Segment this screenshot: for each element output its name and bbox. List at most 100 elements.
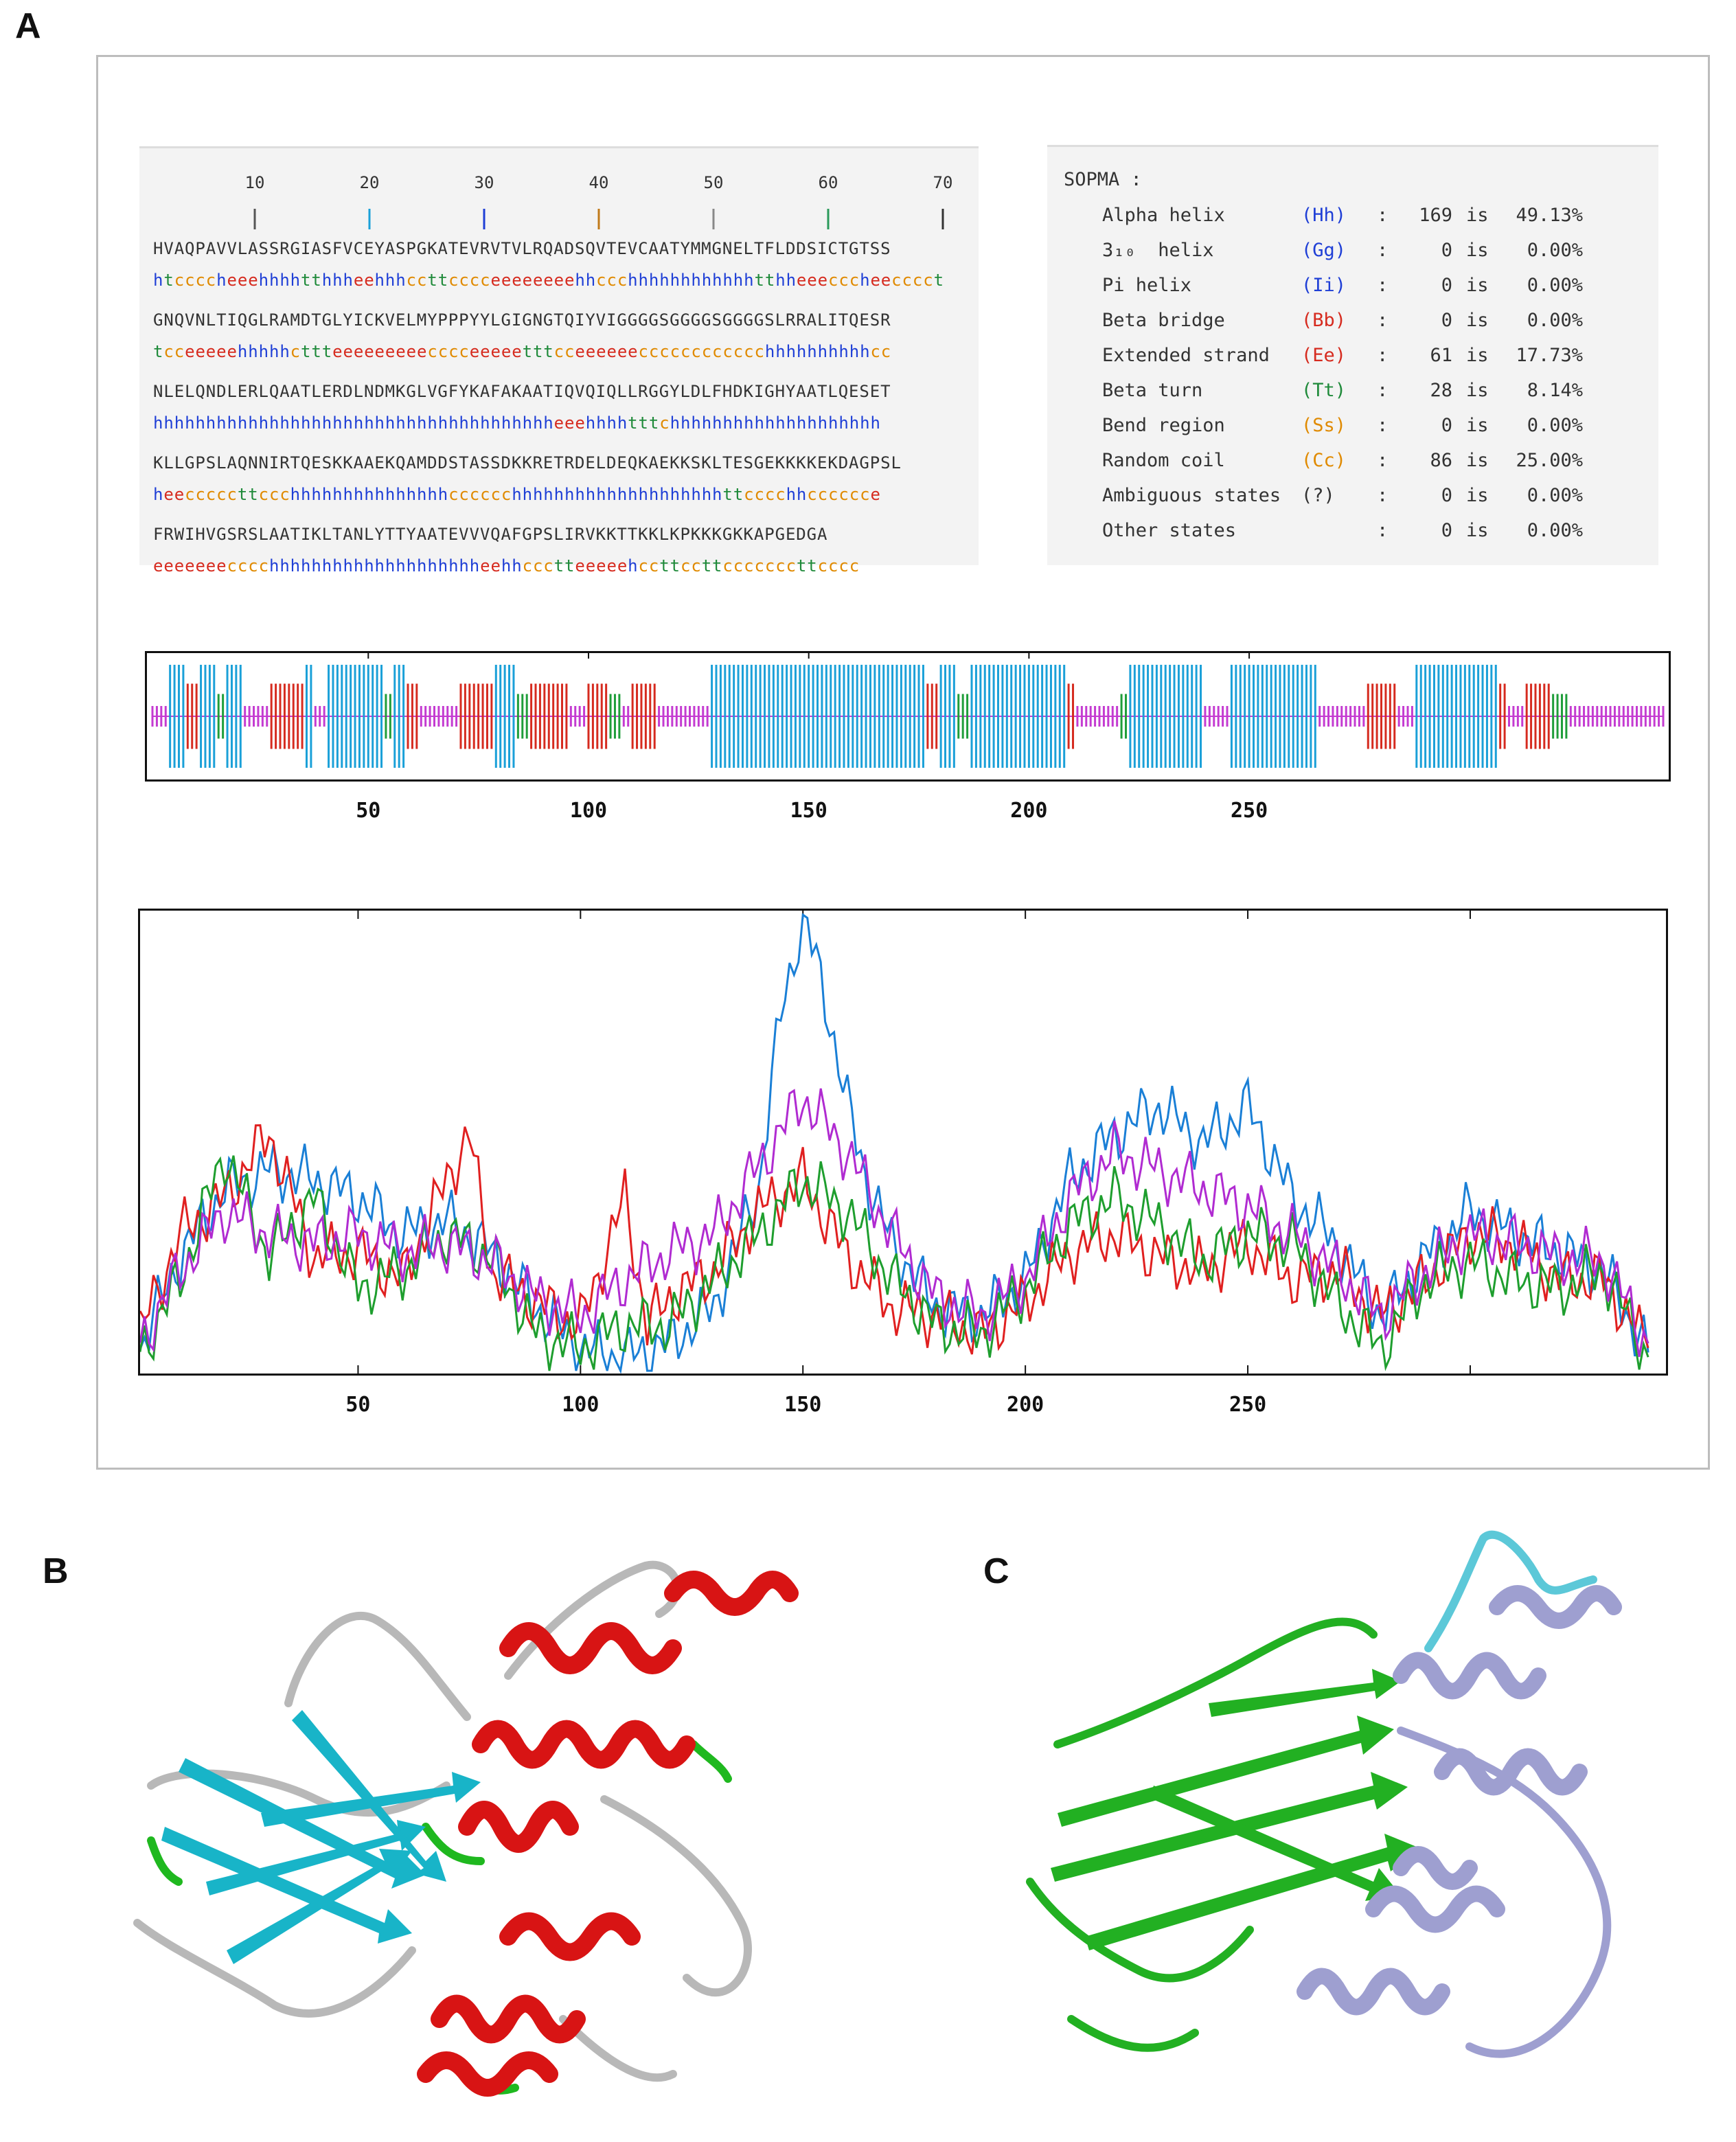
sopma-count: 0	[1441, 415, 1452, 436]
sopma-is: is	[1466, 310, 1489, 331]
alpha-helix-coil	[417, 2051, 558, 2097]
sopma-is: is	[1466, 520, 1489, 541]
secondary-structure-profile-plot	[138, 909, 1668, 1376]
sopma-name: Ambiguous states	[1102, 485, 1281, 506]
sopma-count: 86	[1430, 450, 1452, 471]
sopma-summary-panel: SOPMA : Alpha helix (Hh): 169 is 49.13% 3₁₀ h…	[1047, 145, 1658, 565]
panel-a-frame: 10 20 30 40 50 60 70 HVAQPAVVLASSRGIASFVCEYASP…	[96, 55, 1710, 1470]
sequence-aa-line: GNQVNLTIQGLRAMDTGLYICKVELMYPPPYYLGIGNGTQ…	[153, 310, 891, 330]
beta-strand-arrow	[1058, 1716, 1394, 1827]
sopma-name: Extended strand	[1102, 345, 1270, 366]
turn-segment	[422, 1823, 485, 1865]
sopma-is: is	[1466, 415, 1489, 436]
sopma-pct: 0.00%	[1527, 275, 1583, 296]
sopma-name: Bend region	[1102, 415, 1225, 436]
alpha-helix-coil	[499, 1622, 682, 1674]
ruler-label: 50	[704, 173, 724, 192]
sopma-colon: :	[1377, 240, 1389, 261]
alpha-helix-coil	[472, 1720, 696, 1769]
domain1-loop	[1026, 1878, 1254, 1983]
turn-segment	[689, 1740, 732, 1783]
plot-svg	[139, 911, 1649, 1374]
sopma-name: Beta bridge	[1102, 310, 1225, 331]
sopma-count: 0	[1441, 275, 1452, 296]
alpha-helices	[417, 1571, 799, 2097]
sequence-ss-line: tcceeeeehhhhhcttteeeeeeeeecccceeeeetttcc…	[153, 342, 892, 361]
ruler-label: 30	[475, 173, 494, 192]
plot-tick-label: 150	[784, 1393, 822, 1417]
sequence-aa-line: FRWIHVGSRSLAATIKLTANLYTTYAATEVVVQAFGPSLI…	[153, 525, 828, 544]
beta-strand-arrow	[161, 1827, 412, 1944]
plot-tick-label: 250	[1229, 1393, 1267, 1417]
sopma-pct: 17.73%	[1516, 345, 1583, 366]
ruler-label: 60	[819, 173, 838, 192]
sequence-ruler: 10 20 30 40 50 60 70	[245, 173, 953, 229]
plot-series-helix	[139, 913, 1649, 1374]
sopma-is: is	[1466, 275, 1489, 296]
panel-label-c: C	[983, 1551, 1009, 1591]
domain2-loop	[1397, 1727, 1612, 2058]
sopma-is: is	[1466, 205, 1489, 226]
sequence-ss-line: eeeeeeecccchhhhhhhhhhhhhhhhhhhheehhccctt…	[153, 556, 860, 576]
sequence-ss-line: htccccheeehhhhtthhheehhhccttcccceeeeeeee…	[153, 271, 944, 290]
panel-b-ribbon-structure	[133, 1560, 799, 2097]
sopma-pct: 49.13%	[1516, 205, 1583, 226]
sopma-colon: :	[1377, 310, 1389, 331]
track-tick-label: 200	[1010, 799, 1048, 823]
plot-tick-label: 50	[345, 1393, 371, 1417]
alpha-helix-coil	[431, 1994, 586, 2044]
plot-tick-label: 200	[1007, 1393, 1044, 1417]
beta-strand-arrow	[1209, 1669, 1401, 1717]
plot-series-coil	[139, 1088, 1649, 1357]
track-tick-label: 100	[569, 799, 608, 823]
alpha-helix-coil	[1489, 1585, 1622, 1629]
sopma-name: Pi helix	[1102, 275, 1192, 296]
sopma-pct: 0.00%	[1527, 520, 1583, 541]
panel-label-b: B	[43, 1551, 69, 1591]
ruler-label: 70	[933, 173, 953, 192]
sequence-aa-line: NLELQNDLERLQAATLERDLNDMKGLVGFYKAFAKAATIQ…	[153, 382, 891, 401]
track-tick-label: 50	[356, 799, 381, 823]
sopma-count: 0	[1441, 485, 1452, 506]
sequence-ss-line: hhhhhhhhhhhhhhhhhhhhhhhhhhhhhhhhhhhhhhee…	[153, 413, 881, 433]
beta-strands	[161, 1710, 481, 1964]
domain2-helices	[1297, 1585, 1622, 2016]
sopma-count: 0	[1441, 310, 1452, 331]
sopma-colon: :	[1377, 415, 1389, 436]
alpha-helix-coil	[458, 1801, 579, 1853]
sequence-ss-line: heecccccttccchhhhhhhhhhhhhhhcccccchhhhhh…	[153, 485, 881, 504]
sopma-pct: 25.00%	[1516, 450, 1583, 471]
coil-loop	[284, 1612, 471, 1721]
plot-tick-label: 100	[562, 1393, 599, 1417]
sopma-code: (Bb)	[1301, 310, 1347, 331]
panel-label-a: A	[15, 6, 41, 46]
track-svg	[151, 653, 1665, 768]
alpha-helix-coil	[1393, 1652, 1546, 1700]
coil-loop	[559, 2015, 677, 2082]
sopma-colon: :	[1377, 450, 1389, 471]
coil-loop	[133, 1919, 416, 2018]
sopma-colon: :	[1377, 380, 1389, 401]
sopma-count: 169	[1419, 205, 1452, 226]
domain1-beta-sheet	[1051, 1669, 1421, 1950]
beta-strand-arrow	[1150, 1786, 1401, 1901]
sopma-code: (Ii)	[1301, 275, 1347, 296]
sopma-is: is	[1466, 450, 1489, 471]
sopma-colon: :	[1377, 345, 1389, 366]
sequence-aa-line: HVAQPAVVLASSRGIASFVCEYASPGKATEVRVTVLRQAD…	[153, 239, 891, 258]
sopma-count: 0	[1441, 520, 1452, 541]
alpha-helix-coil	[1297, 1968, 1450, 2016]
sopma-name: Alpha helix	[1102, 205, 1225, 226]
sopma-count: 61	[1430, 345, 1452, 366]
sopma-count: 28	[1430, 380, 1452, 401]
alpha-helix-coil	[1365, 1885, 1505, 1933]
ruler-label: 20	[360, 173, 380, 192]
beta-strand-arrow	[1085, 1834, 1421, 1950]
domain1-loop	[1053, 1617, 1378, 1748]
sopma-is: is	[1466, 380, 1489, 401]
sopma-pct: 0.00%	[1527, 485, 1583, 506]
linker-loop	[1424, 1530, 1597, 1652]
sequence-panel: 10 20 30 40 50 60 70 HVAQPAVVLASSRGIASFVCEYASP…	[139, 146, 979, 576]
sopma-colon: :	[1377, 520, 1389, 541]
sopma-colon: :	[1377, 275, 1389, 296]
